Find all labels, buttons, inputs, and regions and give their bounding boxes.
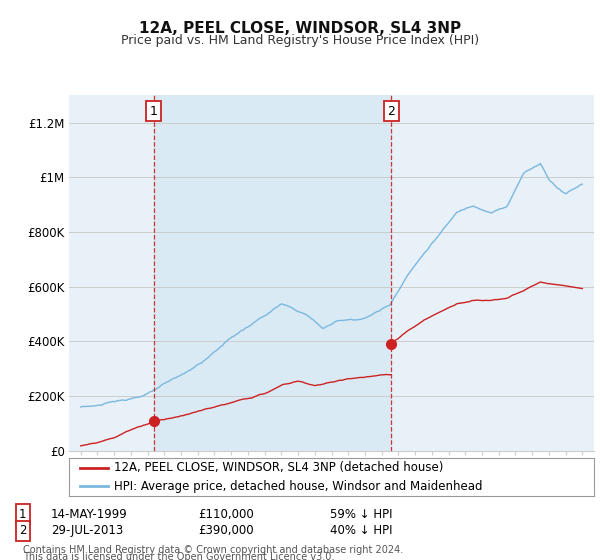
Text: 2: 2 (387, 105, 395, 118)
Text: 2: 2 (19, 524, 26, 538)
Text: Price paid vs. HM Land Registry's House Price Index (HPI): Price paid vs. HM Land Registry's House … (121, 34, 479, 46)
Text: 12A, PEEL CLOSE, WINDSOR, SL4 3NP (detached house): 12A, PEEL CLOSE, WINDSOR, SL4 3NP (detac… (113, 461, 443, 474)
Text: 29-JUL-2013: 29-JUL-2013 (51, 524, 123, 538)
Text: 12A, PEEL CLOSE, WINDSOR, SL4 3NP: 12A, PEEL CLOSE, WINDSOR, SL4 3NP (139, 21, 461, 36)
Text: 14-MAY-1999: 14-MAY-1999 (51, 507, 128, 521)
Text: 40% ↓ HPI: 40% ↓ HPI (330, 524, 392, 538)
Text: 1: 1 (19, 507, 26, 521)
Text: This data is licensed under the Open Government Licence v3.0.: This data is licensed under the Open Gov… (23, 552, 334, 560)
Text: £390,000: £390,000 (198, 524, 254, 538)
Text: HPI: Average price, detached house, Windsor and Maidenhead: HPI: Average price, detached house, Wind… (113, 479, 482, 493)
Text: Contains HM Land Registry data © Crown copyright and database right 2024.: Contains HM Land Registry data © Crown c… (23, 545, 403, 555)
Text: £110,000: £110,000 (198, 507, 254, 521)
Text: 59% ↓ HPI: 59% ↓ HPI (330, 507, 392, 521)
Text: 1: 1 (150, 105, 158, 118)
Bar (154, 95, 391, 451)
